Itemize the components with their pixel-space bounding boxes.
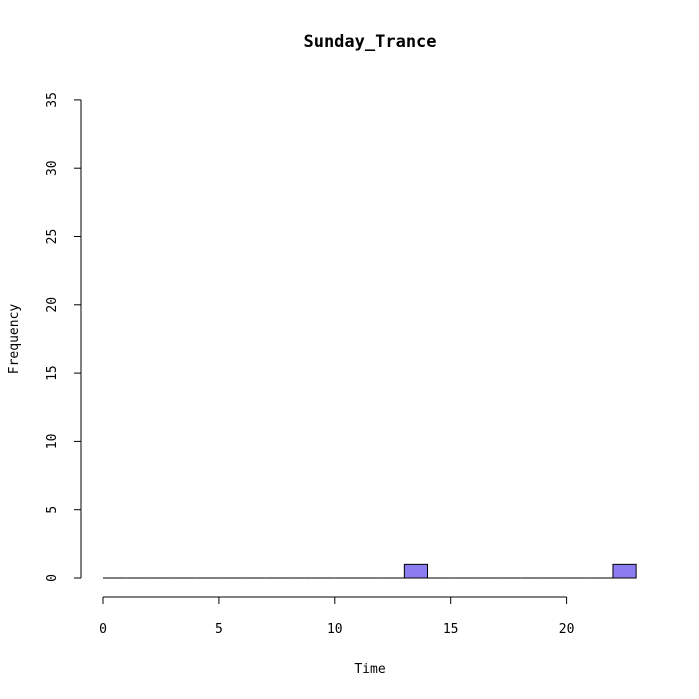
y-tick-label-0: 0 <box>45 574 60 582</box>
y-tick-label-5: 25 <box>45 229 60 245</box>
x-tick-label-0: 0 <box>99 622 107 637</box>
y-tick-label-6: 30 <box>45 160 60 176</box>
x-tick-label-2: 10 <box>327 622 343 637</box>
histogram-bar-13 <box>403 563 429 579</box>
histogram-bar-22 <box>612 563 637 579</box>
chart-title: Sunday_Trance <box>303 32 436 52</box>
y-tick-label-2: 10 <box>45 434 60 450</box>
x-axis-label: Time <box>354 662 385 677</box>
x-tick-label-4: 20 <box>559 622 575 637</box>
x-tick-label-1: 5 <box>215 622 223 637</box>
y-tick-label-7: 35 <box>45 92 60 108</box>
x-tick-label-3: 15 <box>443 622 459 637</box>
x-axis: 0 5 10 15 20 <box>99 596 575 637</box>
y-axis-label: Frequency <box>7 304 22 375</box>
histogram-bars <box>103 563 637 579</box>
y-tick-label-1: 5 <box>45 506 60 514</box>
y-axis: 0 5 10 15 20 25 30 35 <box>45 92 82 582</box>
y-tick-label-4: 20 <box>45 297 60 313</box>
y-tick-label-3: 15 <box>45 365 60 381</box>
